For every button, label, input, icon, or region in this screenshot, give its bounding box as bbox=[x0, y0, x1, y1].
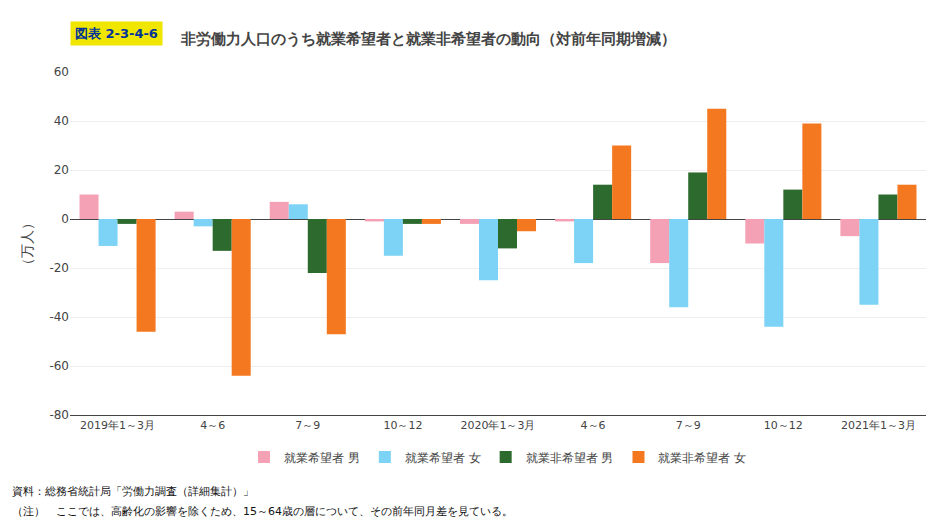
svg-text:0: 0 bbox=[61, 212, 69, 226]
svg-text:2020年1～3月: 2020年1～3月 bbox=[461, 419, 536, 432]
svg-text:就業希望者 男: 就業希望者 男 bbox=[284, 451, 360, 465]
svg-text:非労働力人口のうち就業希望者と就業非希望者の動向（対前年同期: 非労働力人口のうち就業希望者と就業非希望者の動向（対前年同期増減） bbox=[180, 30, 676, 48]
svg-text:7～9: 7～9 bbox=[676, 419, 701, 432]
svg-text:就業希望者 女: 就業希望者 女 bbox=[405, 451, 481, 465]
svg-text:（万人）: （万人） bbox=[19, 216, 35, 272]
svg-text:-40: -40 bbox=[49, 310, 69, 324]
svg-text:2019年1～3月: 2019年1～3月 bbox=[80, 419, 155, 432]
svg-text:4～6: 4～6 bbox=[200, 419, 225, 432]
svg-text:-60: -60 bbox=[49, 359, 69, 373]
svg-text:就業非希望者 女: 就業非希望者 女 bbox=[658, 451, 746, 465]
svg-text:（注） ここでは、高齢化の影響を除くため、15～64歳の層に: （注） ここでは、高齢化の影響を除くため、15～64歳の層について、その前年同月… bbox=[12, 505, 513, 518]
svg-text:60: 60 bbox=[54, 65, 69, 79]
svg-text:-80: -80 bbox=[49, 408, 69, 422]
svg-text:20: 20 bbox=[54, 163, 69, 177]
svg-text:就業非希望者 男: 就業非希望者 男 bbox=[526, 451, 614, 465]
svg-text:資料：総務省統計局「労働力調査（詳細集計）」: 資料：総務省統計局「労働力調査（詳細集計）」 bbox=[12, 485, 254, 498]
svg-text:40: 40 bbox=[54, 114, 69, 128]
svg-text:10～12: 10～12 bbox=[383, 419, 422, 432]
svg-text:-20: -20 bbox=[49, 261, 69, 275]
svg-text:2021年1～3月: 2021年1～3月 bbox=[841, 419, 916, 432]
svg-text:10～12: 10～12 bbox=[764, 419, 803, 432]
svg-text:7～9: 7～9 bbox=[295, 419, 320, 432]
svg-text:4～6: 4～6 bbox=[581, 419, 606, 432]
svg-text:図表 2-3-4-6: 図表 2-3-4-6 bbox=[75, 26, 158, 41]
